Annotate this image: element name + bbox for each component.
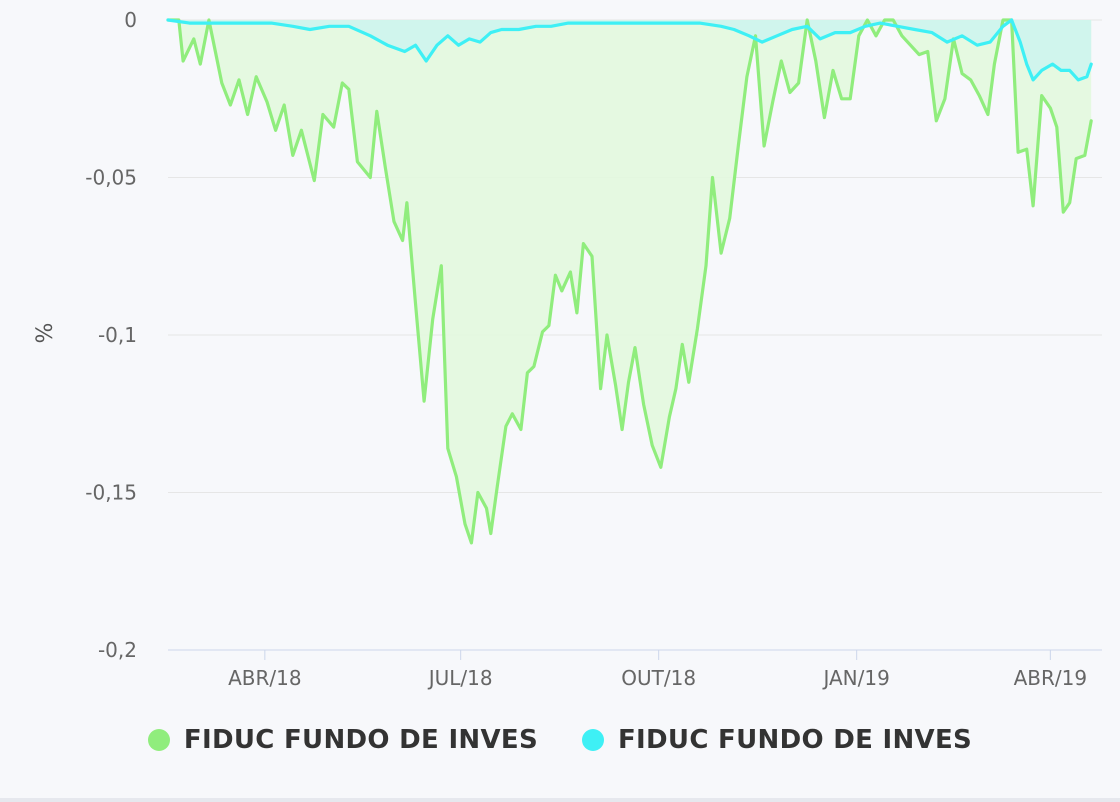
legend-item-series-2[interactable]: FIDUC FUNDO DE INVES [582,725,972,755]
y-axis-title: % [33,323,58,344]
series-1-line[interactable] [166,18,1093,545]
series-2-line[interactable] [166,18,1093,82]
y-tick-label: 0 [124,8,137,32]
legend-label: FIDUC FUNDO DE INVES [183,725,538,755]
legend-marker [147,729,170,751]
bottom-divider [0,798,1120,802]
legend-marker [582,729,604,751]
x-tick-label: ABR/18 [228,666,302,690]
series-1-area [168,20,1092,543]
y-tick-label: -0,2 [98,638,137,662]
y-tick-label: -0,15 [85,481,137,505]
plot-area [166,18,1093,545]
x-tick-label: OUT/18 [621,666,696,690]
x-tick-label: JUL/18 [427,666,493,690]
legend: FIDUC FUNDO DE INVES FIDUC FUNDO DE INVES [0,718,1120,762]
legend-item-series-1[interactable]: FIDUC FUNDO DE INVES [147,725,538,755]
axes: % 0 -0,05 -0,1 -0,15 -0,2 ABR/18 JUL/18 OUT/18 J… [33,8,1087,690]
y-tick-label: -0,05 [85,166,137,190]
series-2-area [168,20,1092,80]
x-tick-label: ABR/19 [1014,666,1088,690]
legend-label: FIDUC FUNDO DE INVES [618,725,973,755]
x-tick-label: JAN/19 [821,666,889,690]
y-tick-label: -0,1 [98,323,137,347]
